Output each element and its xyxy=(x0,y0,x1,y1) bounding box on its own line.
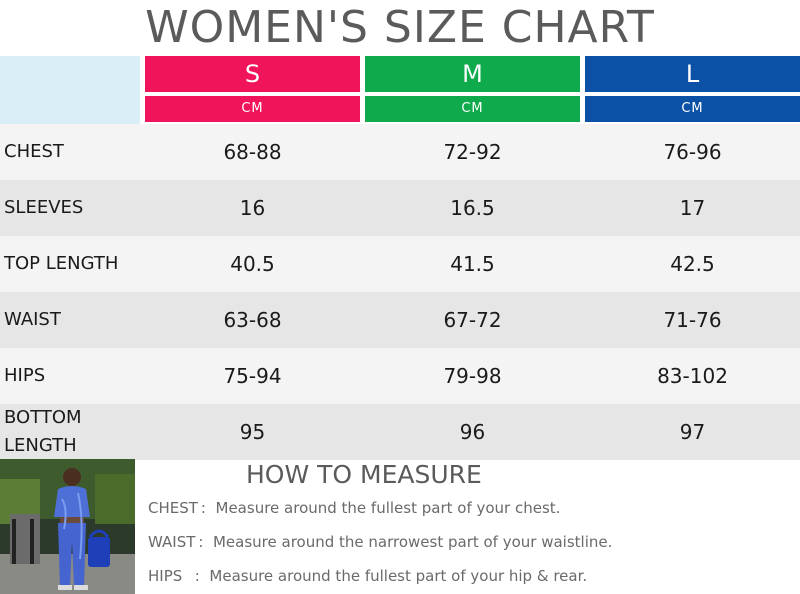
row-label: CHEST xyxy=(4,141,64,162)
size-unit-s: CM xyxy=(145,96,360,122)
value-cell: 16 xyxy=(239,196,266,220)
value-cell: 71-76 xyxy=(663,308,722,332)
table-row-top-length: TOP LENGTH 40.5 41.5 42.5 xyxy=(0,236,800,292)
size-label-s: S xyxy=(145,56,360,92)
measure-line-chest: CHEST : Measure around the fullest part … xyxy=(148,499,560,517)
table-row-sleeves: SLEEVES 16 16.5 17 xyxy=(0,180,800,236)
value-cell: 63-68 xyxy=(223,308,282,332)
value-cell: 17 xyxy=(679,196,706,220)
value-cell: 42.5 xyxy=(670,252,715,276)
model-photo-image xyxy=(0,459,135,594)
value-cell: 68-88 xyxy=(223,140,282,164)
header-corner-cell xyxy=(0,56,140,124)
measure-key: CHEST : xyxy=(148,499,206,517)
value-cell: 67-72 xyxy=(443,308,502,332)
chart-title: WOMEN'S SIZE CHART xyxy=(145,2,655,53)
table-row-waist: WAIST 63-68 67-72 71-76 xyxy=(0,292,800,348)
value-cell: 41.5 xyxy=(450,252,495,276)
model-photo xyxy=(0,459,135,594)
how-to-measure-title: HOW TO MEASURE xyxy=(246,460,482,489)
size-unit-l: CM xyxy=(585,96,800,122)
size-label-l: L xyxy=(585,56,800,92)
size-header-s: S CM xyxy=(145,56,360,124)
value-cell: 16.5 xyxy=(450,196,495,220)
measure-key: HIPS : xyxy=(148,567,200,585)
value-cell: 72-92 xyxy=(443,140,502,164)
size-header-l: L CM xyxy=(585,56,800,124)
value-cell: 96 xyxy=(459,420,486,444)
measure-text: Measure around the narrowest part of you… xyxy=(212,533,613,551)
table-row-hips: HIPS 75-94 79-98 83-102 xyxy=(0,348,800,404)
size-label-m: M xyxy=(365,56,580,92)
value-cell: 40.5 xyxy=(230,252,275,276)
value-cell: 76-96 xyxy=(663,140,722,164)
table-row-chest: CHEST 68-88 72-92 76-96 xyxy=(0,124,800,180)
measure-text: Measure around the fullest part of your … xyxy=(209,567,588,585)
measure-line-hips: HIPS : Measure around the fullest part o… xyxy=(148,567,587,585)
value-cell: 83-102 xyxy=(657,364,728,388)
measure-text: Measure around the fullest part of your … xyxy=(215,499,561,517)
measure-key: WAIST : xyxy=(148,533,204,551)
value-cell: 97 xyxy=(679,420,706,444)
row-label: TOP LENGTH xyxy=(4,253,119,274)
table-row-bottom-length: BOTTOM LENGTH 95 96 97 xyxy=(0,404,800,460)
measure-line-waist: WAIST : Measure around the narrowest par… xyxy=(148,533,612,551)
row-label: SLEEVES xyxy=(4,197,84,218)
row-label: HIPS xyxy=(4,365,46,386)
size-header-m: M CM xyxy=(365,56,580,124)
value-cell: 75-94 xyxy=(223,364,282,388)
row-label: BOTTOM LENGTH xyxy=(4,407,82,456)
value-cell: 95 xyxy=(239,420,266,444)
size-unit-m: CM xyxy=(365,96,580,122)
value-cell: 79-98 xyxy=(443,364,502,388)
row-label: WAIST xyxy=(4,309,61,330)
